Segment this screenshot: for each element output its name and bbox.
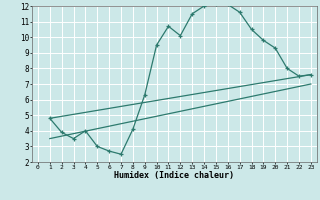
X-axis label: Humidex (Indice chaleur): Humidex (Indice chaleur)	[115, 171, 234, 180]
